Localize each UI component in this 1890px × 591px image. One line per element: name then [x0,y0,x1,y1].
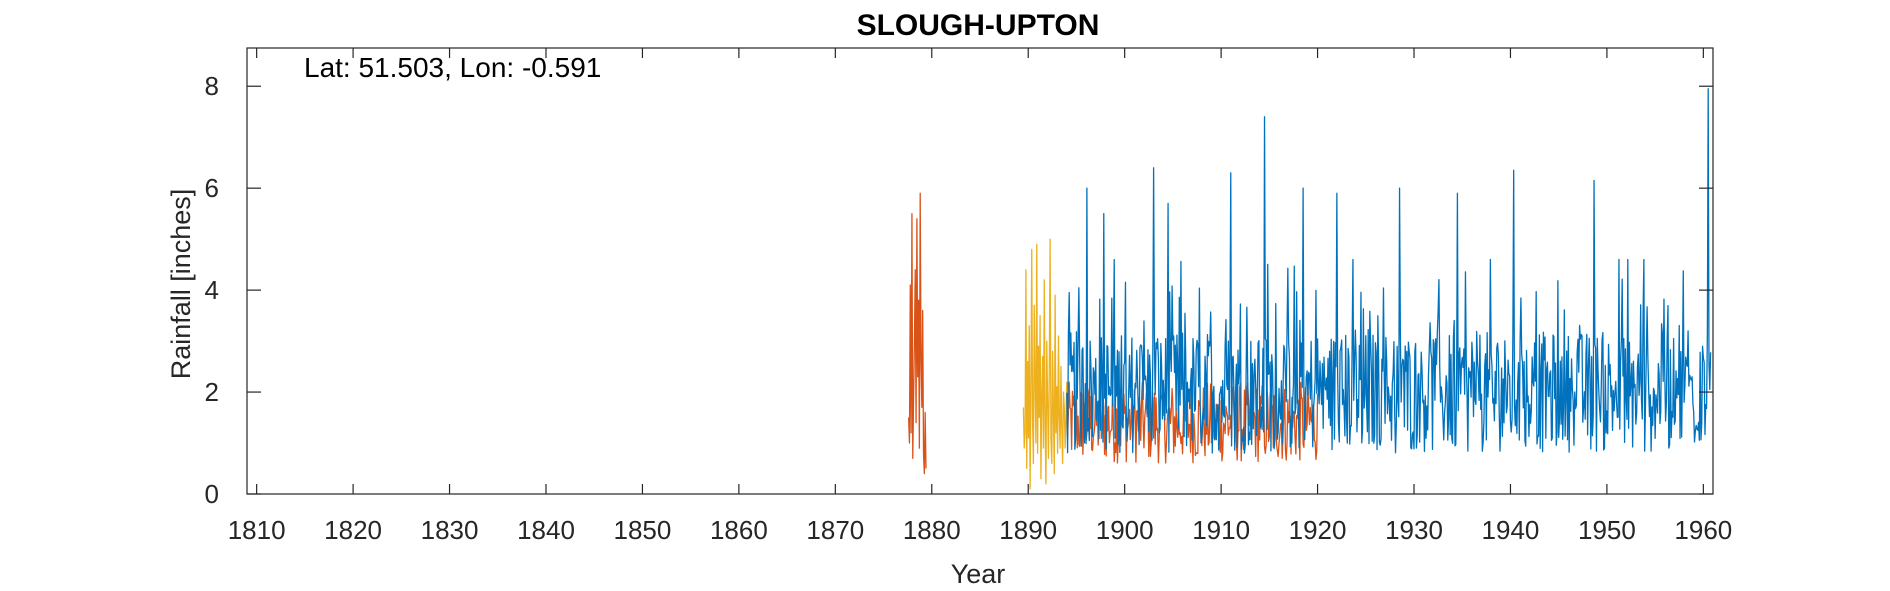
x-tick-label: 1870 [806,515,864,545]
x-tick-label: 1900 [1096,515,1154,545]
x-tick-label: 1940 [1482,515,1540,545]
x-tick-label: 1910 [1192,515,1250,545]
y-axis-label: Rainfall [inches] [166,189,196,380]
x-tick-label: 1920 [1289,515,1347,545]
x-tick-label: 1850 [614,515,672,545]
y-tick-label: 8 [205,71,219,101]
plot-box [246,47,1714,495]
series-layer [907,88,1712,490]
series-line-2 [1022,238,1068,490]
x-tick-label: 1930 [1385,515,1443,545]
series-line-0 [907,192,927,475]
text-layer: SLOUGH-UPTON Lat: 51.503, Lon: -0.591 Ye… [166,9,1099,589]
axes-layer: 1810 1820 1830 1840 1850 1860 1870 1880 1890 1900… [205,47,1732,545]
y-tick-label: 2 [205,377,219,407]
x-tick-label: 1950 [1578,515,1636,545]
series-line-3 [1066,88,1712,454]
x-tick-label: 1820 [324,515,382,545]
x-tick-label: 1890 [999,515,1057,545]
x-axis-label: Year [951,559,1006,589]
chart-title: SLOUGH-UPTON [857,9,1100,42]
y-tick-label: 6 [205,173,219,203]
x-tick-label: 1960 [1674,515,1732,545]
lat-lon-annotation: Lat: 51.503, Lon: -0.591 [304,52,601,83]
x-tick-label: 1880 [903,515,961,545]
y-tick-label: 0 [205,479,219,509]
x-tick-label: 1840 [517,515,575,545]
x-tick-label: 1860 [710,515,768,545]
y-tick-label: 4 [205,275,219,305]
x-tick-label: 1830 [421,515,479,545]
x-tick-label: 1810 [228,515,286,545]
